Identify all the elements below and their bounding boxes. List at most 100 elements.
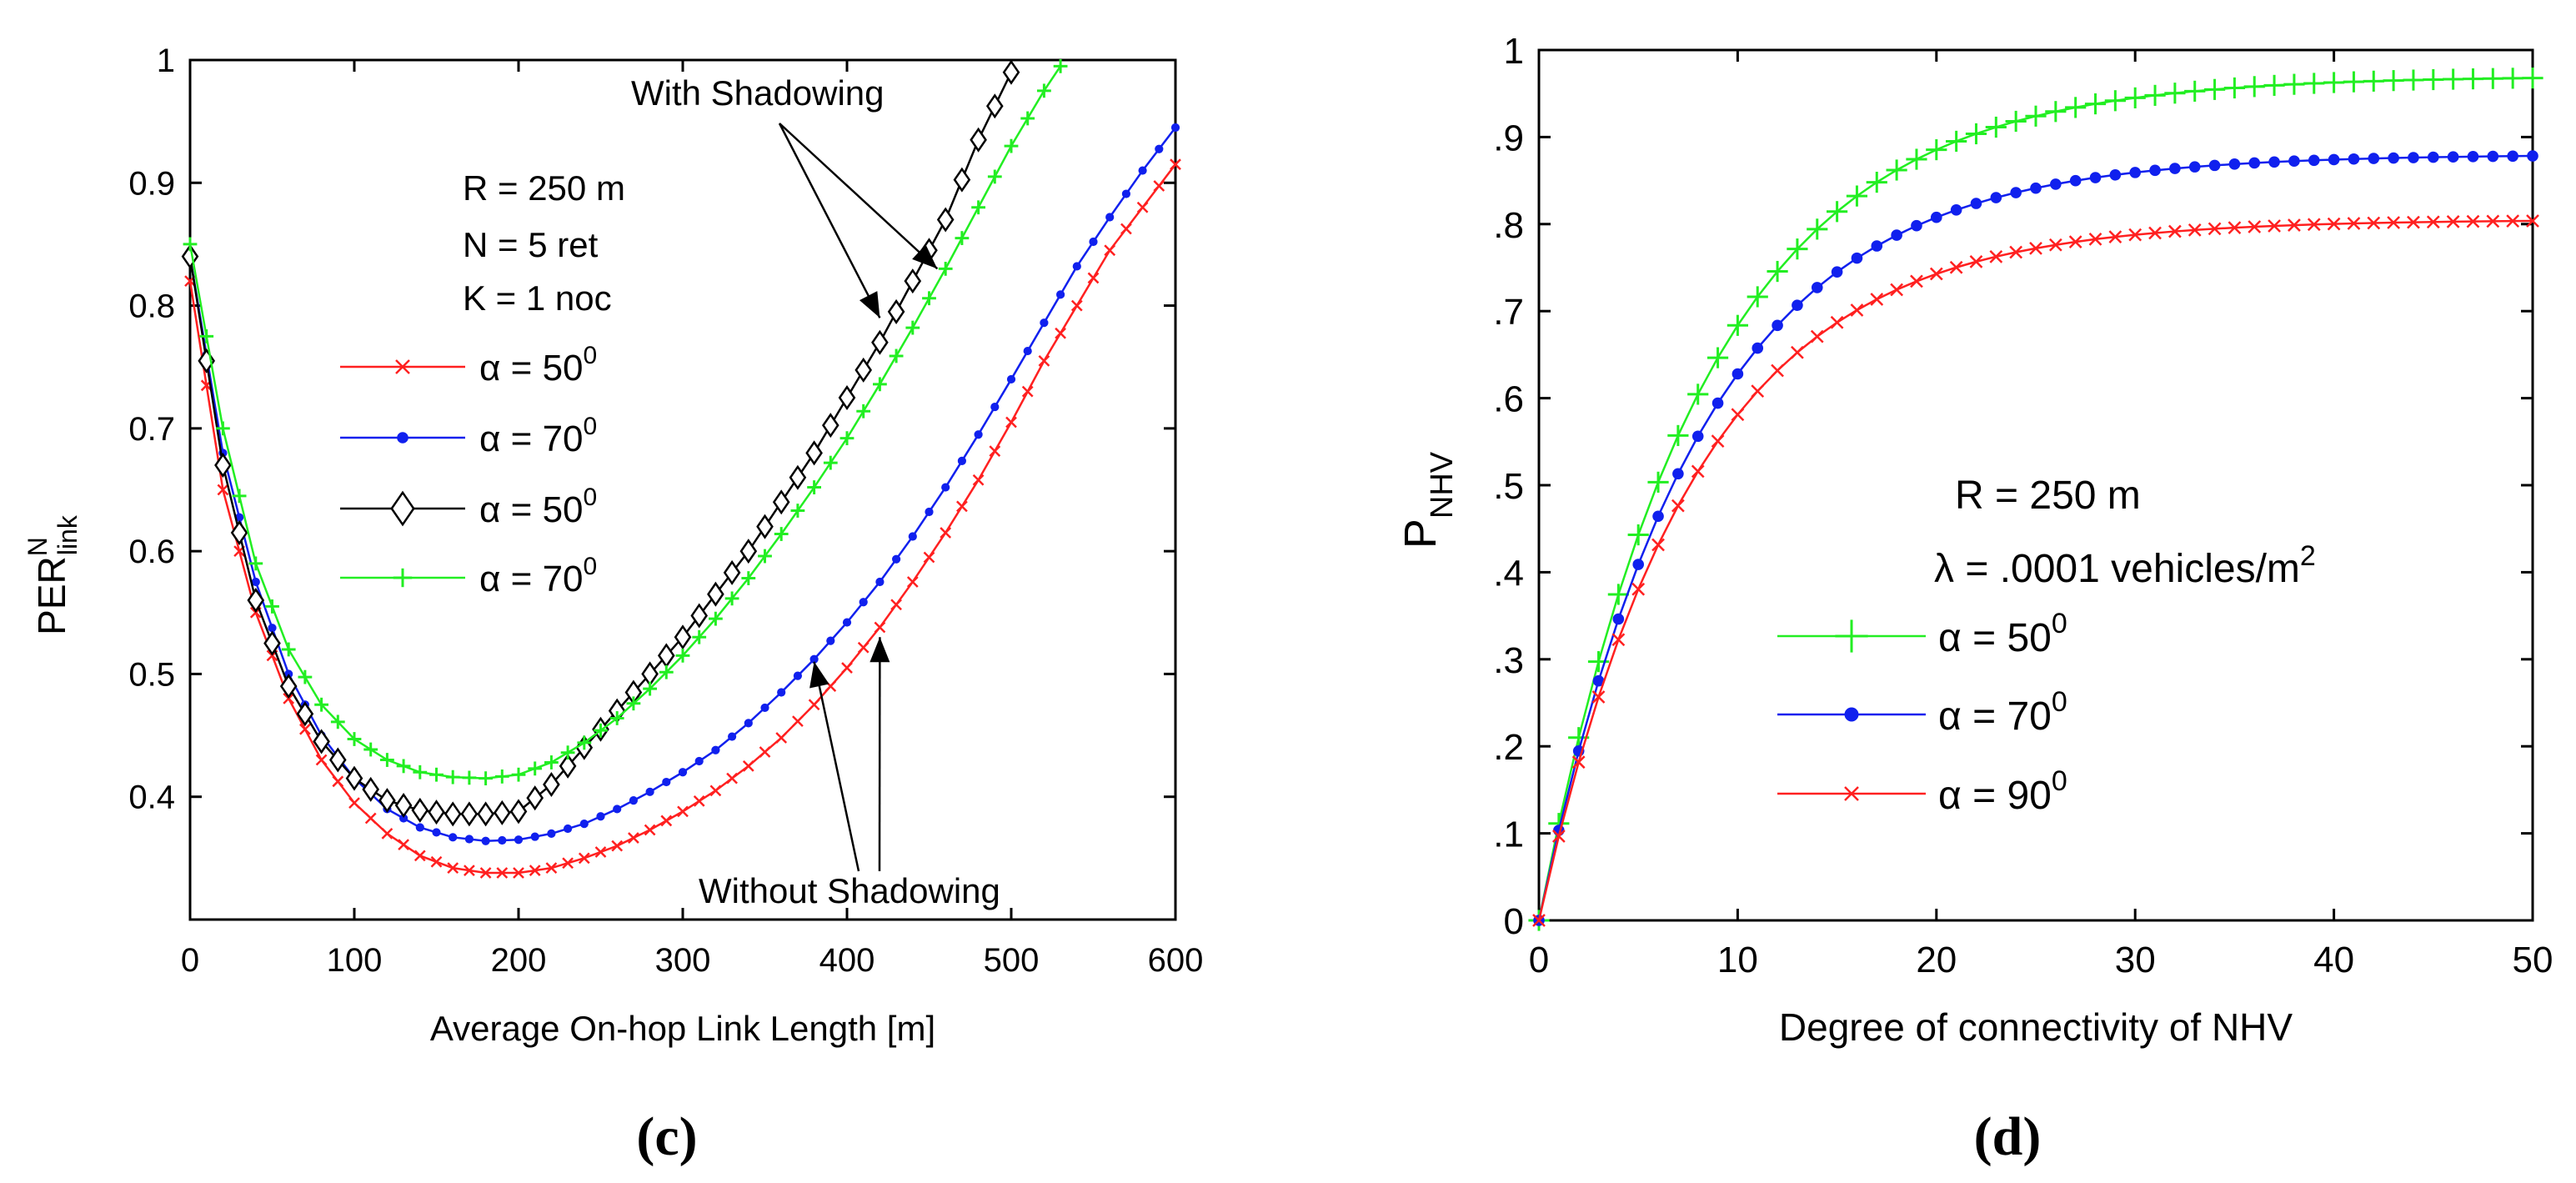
chart-d-series-1-point-6 [1652,510,1664,523]
chart-d-series-2-point-22-b [1969,254,1983,268]
chart-c-series-0-point-48-b [972,474,985,486]
chart-c-series-0-point-10-b [348,797,360,809]
chart-c-series-0-point-56-b [1104,244,1116,257]
chart-c-series-0-point-16-b [447,862,459,875]
chart-c-series-2-point-4 [247,588,265,614]
chart-d-series-2-point-47-b [2466,214,2480,228]
chart-c-series-0-point-55-b [1087,272,1100,284]
chart-c-series-3-point-30 [675,648,690,663]
chart-c-series-3-point-11 [363,742,378,757]
chart-c-series-0-point-11 [364,812,377,825]
chart-d-series-2-point-28 [2088,233,2102,246]
chart-d-series-1-point-26 [2050,178,2062,190]
chart-d-series-2-point-18 [1890,283,1904,297]
chart-c-ytick-label-3: 0.7 [128,411,175,448]
chart-c-series-0-point-17-b [464,865,475,876]
chart-d-series-2 [1532,214,2539,927]
chart-c-series-0-point-30-b [677,805,689,818]
chart-c-series-0-point-53-b [1055,327,1066,339]
chart-d-series-2-point-21-b [1949,260,1963,274]
chart-c-series-2-point-38 [805,440,823,466]
chart-d-xtick-label-1: 10 [1717,940,1758,980]
chart-d-series-0-point-27 [2065,97,2087,118]
chart-c-param-k: K = 1 noc [463,278,612,318]
chart-d-legend-marker-2-b [1844,786,1859,801]
chart-d-series-1-point-23 [1990,192,2002,203]
chart-c-series-1-point-32 [711,745,720,754]
chart-c-series-2-point-0 [181,243,199,269]
chart-c-series-0-point-44 [906,576,919,588]
chart-c-series-2-point-34 [739,539,758,564]
chart-c-series-0-point-56 [1104,244,1116,257]
chart-d-param-r: R = 250 m [1955,474,2141,518]
chart-d-series-2-point-8-b [1691,464,1705,479]
chart-c-series-0-point-2-b [217,484,229,496]
chart-d-series [1528,67,2543,931]
chart-d-series-1-point-47 [2467,151,2479,163]
chart-c-series-3-point-32 [709,611,723,626]
chart-c-series-0-point-12-b [381,828,393,840]
chart-d-series-0-point-46 [2443,68,2464,90]
chart-c-ytick-label-1: 0.5 [128,656,175,693]
chart-c-series-3-point-18 [479,771,493,786]
chart-c-series-1-point-31 [694,756,704,766]
chart-d-series-2-point-17 [1870,293,1884,306]
chart-c-series-0-point-23 [562,857,574,870]
chart-c-series-2-point-11 [362,776,380,802]
chart-d-series-2-point-49 [2506,214,2520,228]
chart-c-legend-marker-0 [395,359,410,374]
chart-c-series-0-point-33-b [726,772,738,784]
chart-d-series-2-point-46 [2446,215,2460,228]
chart-d-series-2-point-32-b [2168,224,2182,238]
chart-d-series-2-point-29 [2108,230,2122,243]
chart-c-series-3-point-31 [692,629,707,644]
chart-c-plot-area [188,58,1177,921]
chart-d-series-2-point-13 [1791,345,1804,359]
chart-c-series-3-point-24 [577,735,592,750]
chart-c-legend-label-2: α = 500 [479,484,597,530]
chart-d-series-2-point-33-b [2188,223,2202,237]
chart-d-series-0-point-23 [1985,116,2007,138]
chart-c-series-2-point-44 [904,268,922,294]
chart-d-series-2-point-40 [2327,217,2341,231]
chart-d-series-1-point-41 [2348,153,2360,165]
chart-d-series-2-point-29-b [2108,230,2122,243]
chart-d-series-0 [1528,67,2543,931]
chart-d-series-2-point-43 [2387,216,2401,229]
chart-c-series-1-point-52 [1040,318,1049,328]
chart-c-series-1-point-38 [809,654,819,664]
chart-d-series-1-point-28 [2089,172,2102,183]
chart-d-density-text: λ = .0001 vehicles/m [1934,547,2300,591]
chart-c-series-2-point-22 [543,771,560,797]
chart-d-ticks: 0 10 20 30 40 50 0 .1 .2 .3 .4 .5 .6 .7 .8 .9 1 [1493,31,2553,980]
chart-c-ytick-label-0: 0.4 [128,779,175,816]
chart-c-series-3-point-37 [790,504,805,518]
chart-d-series-2-point-36 [2248,220,2262,233]
chart-d-series-2-point-2-b [1571,755,1586,769]
chart-c-series-0-point-54 [1070,299,1083,312]
chart-d-series-2-point-19-b [1910,274,1923,288]
chart-c-series-0-point-14 [413,850,426,862]
chart-d-series-2-point-11 [1751,384,1765,399]
chart-d-series-2-point-50 [2526,214,2539,228]
chart-c-series-0-point-49 [989,445,1001,457]
panel-label-d: (d) [1974,1106,2042,1167]
chart-c-series-3-point-27 [626,696,641,711]
chart-d-series-2-point-5-b [1631,582,1646,596]
chart-c-series-0-point-25 [594,846,607,858]
chart-c-series-0-point-37 [792,715,804,728]
chart-c-series-3-point-26 [609,711,624,725]
chart-c-series-0-point-59 [1153,180,1165,192]
chart-d-series-1-point-8 [1691,430,1704,443]
chart-d-series-0-point-5 [1627,524,1649,546]
chart-c-arrow-with-0-head [859,291,880,318]
chart-c-series-0-point-60-b [1170,158,1181,171]
chart-d-series-1-point-20 [1931,211,1942,223]
chart-d-series-1-point-22 [1970,198,1982,209]
chart-d-ylabel-base: P [1396,519,1446,549]
chart-d-series-0-point-17 [1866,171,1887,193]
chart-d-series-2-point-9 [1711,434,1725,449]
chart-d-series-1-point-17 [1871,240,1883,252]
chart-c-series-0-point-29 [660,815,673,827]
